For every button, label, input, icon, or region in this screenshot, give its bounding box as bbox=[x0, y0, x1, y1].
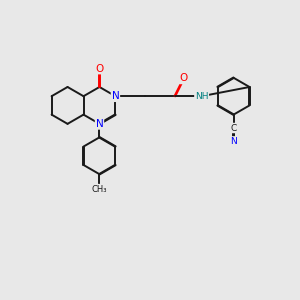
Text: C: C bbox=[230, 124, 237, 133]
Text: NH: NH bbox=[195, 92, 208, 101]
Text: N: N bbox=[230, 137, 237, 146]
Text: O: O bbox=[180, 74, 188, 83]
Text: O: O bbox=[95, 64, 104, 74]
Text: N: N bbox=[96, 119, 103, 129]
Text: N: N bbox=[112, 91, 119, 101]
Text: CH₃: CH₃ bbox=[92, 184, 107, 194]
